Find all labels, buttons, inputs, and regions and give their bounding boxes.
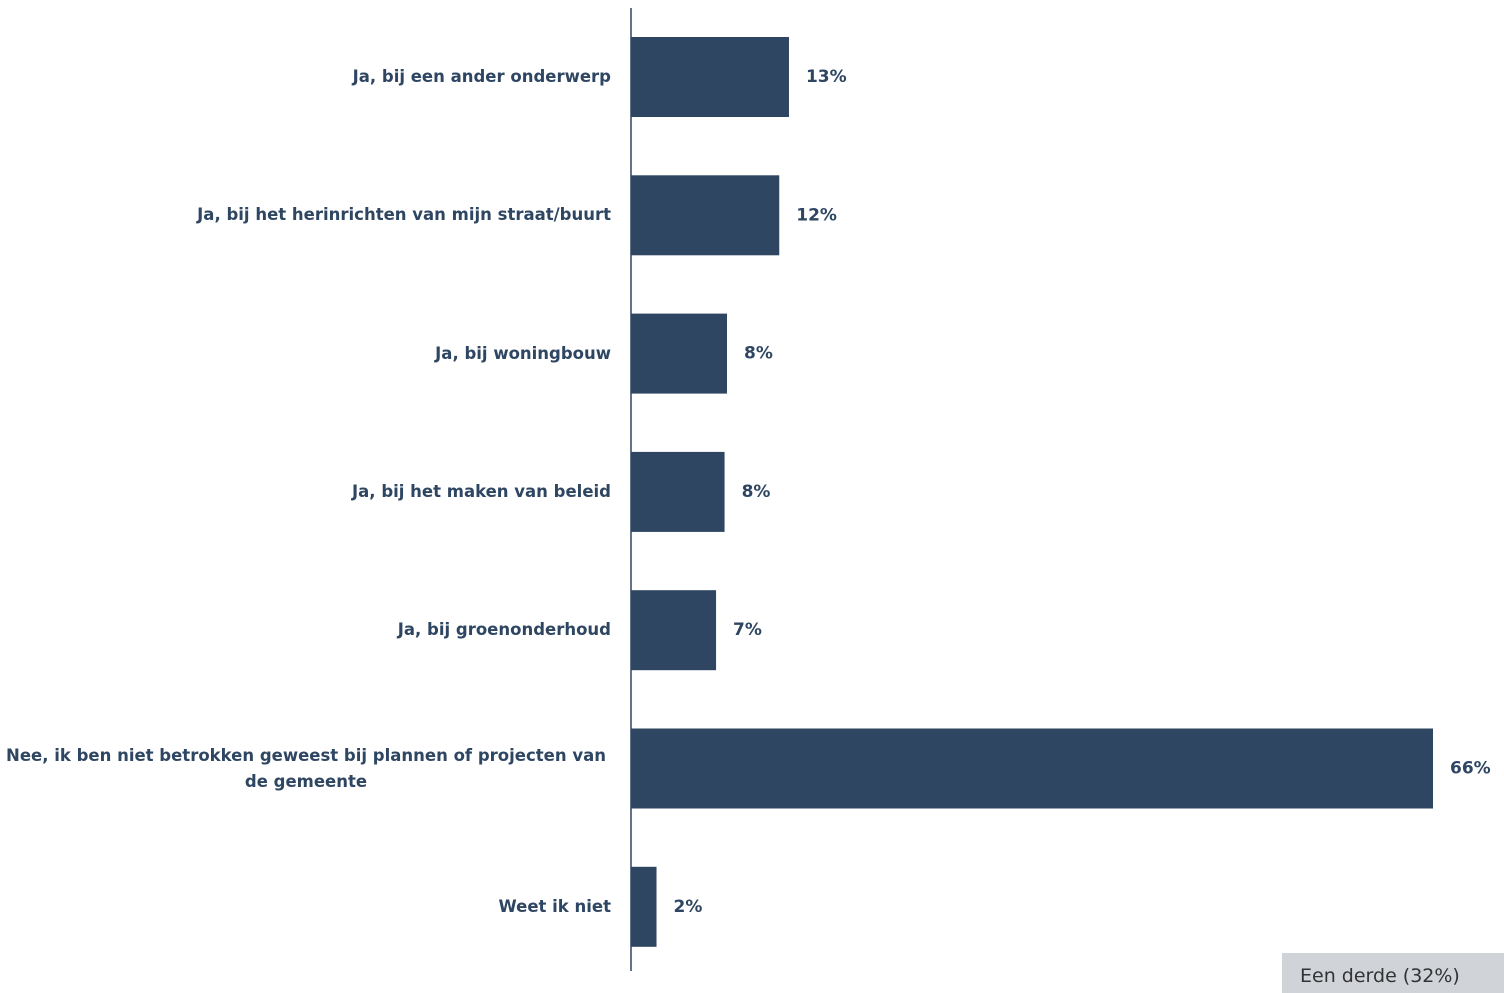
value-label: 8%	[742, 482, 771, 502]
category-label: Ja, bij een ander onderwerp	[352, 67, 611, 86]
bar	[631, 451, 725, 532]
value-label: 12%	[796, 205, 837, 225]
bar	[631, 728, 1433, 809]
chart: 13% 12% 8% 8% 7% 66% 2%	[630, 8, 1491, 971]
value-label: 7%	[733, 620, 762, 640]
bar	[631, 37, 789, 117]
category-label: Ja, bij het maken van beleid	[352, 481, 611, 501]
value-label: 8%	[744, 344, 773, 364]
bar	[631, 590, 717, 671]
value-label: 66%	[1450, 759, 1491, 779]
category-label: Ja, bij groenonderhoud	[397, 620, 611, 640]
bar	[631, 175, 780, 256]
annotation: Een derde (32%)	[1282, 953, 1504, 993]
category-label: Ja, bij woningbouw	[435, 343, 611, 363]
value-label: 2%	[674, 897, 703, 917]
bar	[631, 866, 657, 947]
category-label: Nee, ik ben niet betrokken geweest bij p…	[6, 745, 606, 791]
category-label: Ja, bij het herinrichten van mijn straat…	[197, 205, 611, 225]
bar	[631, 313, 727, 394]
page: 13%12%8%8%7%66%2% Een derde (32%) (() =>…	[6, 8, 1504, 993]
category-label: Weet ik niet	[498, 896, 611, 916]
value-label: 13%	[806, 67, 847, 87]
